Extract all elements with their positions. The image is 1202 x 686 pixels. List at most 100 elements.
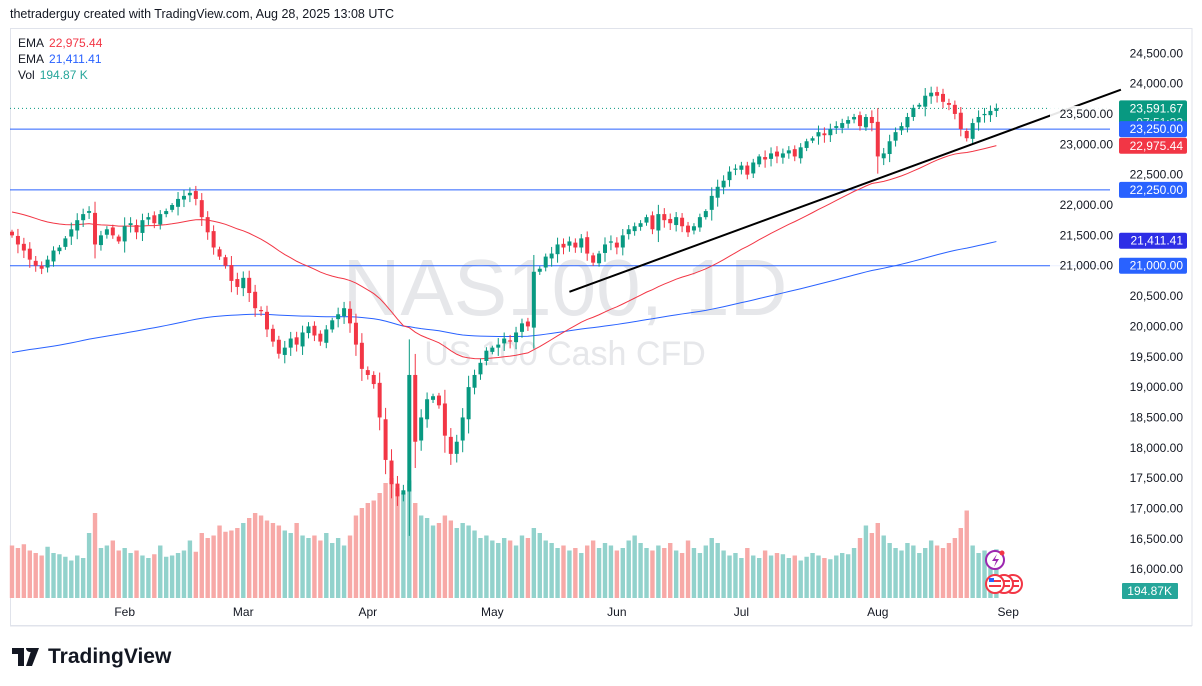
volume-bar (549, 543, 554, 598)
volume-bar (318, 540, 323, 598)
legend-ema50[interactable]: EMA 22,975.44 (18, 36, 103, 50)
volume-bar (424, 518, 430, 598)
volume-bar (86, 533, 92, 598)
y-tick-label-bg (1050, 105, 1114, 121)
candle-body (300, 332, 305, 347)
volume-bar (745, 548, 750, 598)
candle-body (567, 241, 572, 246)
volume-bar (632, 535, 637, 598)
candle-body (21, 243, 26, 251)
volume-bar (484, 535, 489, 598)
volume-bar (377, 493, 382, 598)
legend-ema200[interactable]: EMA 21,411.41 (18, 52, 102, 66)
candle-body (164, 211, 169, 215)
candle-body (887, 141, 892, 155)
volume-bar (223, 531, 228, 598)
volume-bar (335, 538, 341, 598)
candle-body (247, 277, 252, 294)
volume-bar (697, 553, 703, 598)
candle-body (674, 217, 679, 226)
flag-canton-icon (989, 578, 994, 582)
candle-body (170, 205, 175, 210)
candle-body (401, 490, 406, 495)
volume-bar (602, 543, 608, 598)
candle-body (211, 231, 216, 248)
legend-volume[interactable]: Vol 194.87 K (18, 68, 88, 82)
volume-bar (585, 545, 590, 598)
candle-body (686, 225, 691, 233)
volume-bar (359, 508, 365, 598)
tradingview-logo[interactable]: TradingView (12, 645, 171, 669)
candle-body (840, 123, 845, 128)
candle-body (419, 417, 424, 441)
chart-credit: thetraderguy created with TradingView.co… (10, 7, 395, 21)
candle-body (786, 150, 791, 154)
volume-bar (810, 553, 815, 598)
level-badge-23250 (1119, 121, 1187, 138)
volume-bar (122, 548, 127, 598)
volume-bar (371, 500, 376, 598)
candle-body (852, 116, 857, 120)
volume-bar (330, 543, 335, 598)
candle-body (187, 192, 192, 196)
candle-body (276, 339, 281, 354)
volume-bar (341, 545, 347, 598)
y-tick-label: 19,000.00 (1130, 380, 1184, 394)
volume-bar (448, 520, 454, 598)
candle-body (158, 214, 163, 225)
volume-bar (555, 548, 560, 598)
candle-body (543, 256, 548, 268)
volume-bar (15, 548, 21, 598)
candle-body (330, 320, 335, 330)
candle-body (745, 165, 750, 175)
volume-bar (768, 555, 774, 598)
volume-bar (478, 538, 483, 598)
volume-bar (235, 528, 240, 598)
volume-bar (258, 515, 264, 598)
volume-bar (626, 540, 631, 598)
volume-bar (970, 545, 975, 598)
volume-bar (193, 551, 199, 598)
candle-body (691, 226, 696, 231)
volume-bar (507, 540, 513, 598)
candle-body (988, 110, 993, 116)
candle-body (407, 374, 412, 492)
tv-logo-icon (12, 648, 39, 666)
y-tick-label: 16,000.00 (1130, 562, 1184, 576)
candle-body (33, 260, 38, 266)
volume-bar (252, 513, 258, 598)
volume-bar (709, 538, 714, 598)
candle-body (140, 220, 145, 233)
volume-bar (727, 555, 732, 598)
candle-body (774, 151, 779, 157)
volume-bar (976, 553, 981, 598)
volume-bar (383, 483, 388, 598)
candle-body (348, 308, 353, 324)
candle-body (342, 308, 347, 317)
candle-body (413, 374, 418, 442)
candle-body (223, 257, 228, 266)
candle-body (235, 279, 240, 287)
candle-body (857, 115, 862, 127)
candle-body (128, 223, 133, 226)
volume-bar (288, 533, 293, 598)
volume-bar (134, 550, 139, 598)
volume-bar (163, 556, 169, 598)
candle-body (739, 165, 744, 170)
candle-body (519, 323, 524, 332)
y-tick-label: 24,500.00 (1130, 46, 1184, 60)
candle-body (264, 311, 269, 330)
volume-bar (673, 550, 679, 598)
volume-bar (567, 550, 572, 598)
candle-body (69, 229, 74, 237)
candle-body (152, 215, 157, 224)
watermark-description: US 100 Cash CFD (424, 335, 706, 373)
volume-bar (596, 548, 602, 598)
candle-body (976, 116, 981, 123)
volume-bar (513, 545, 519, 598)
volume-bar (9, 545, 15, 598)
candle-body (952, 104, 957, 114)
candle-body (579, 238, 584, 248)
candle-body (454, 441, 459, 454)
